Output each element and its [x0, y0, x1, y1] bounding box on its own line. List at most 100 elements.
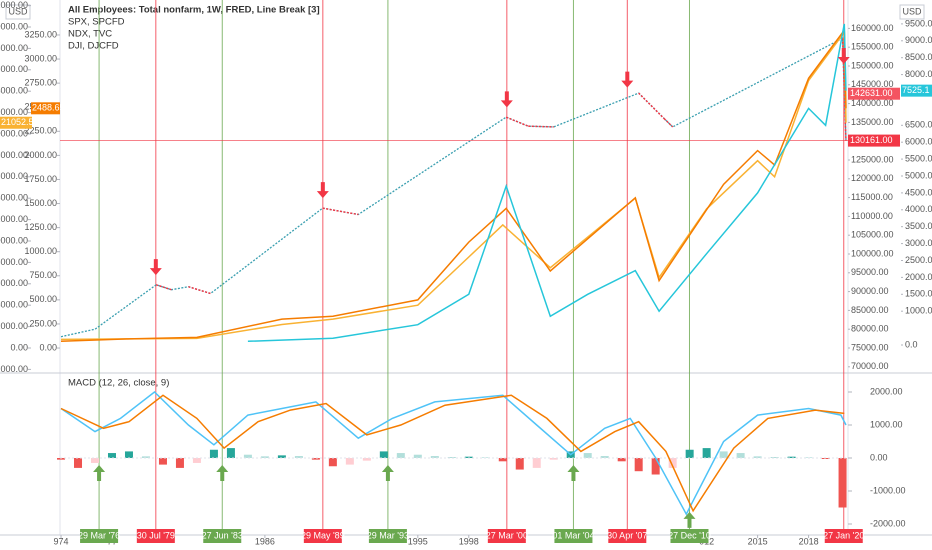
histogram-bar [787, 456, 796, 459]
y-tick-label: 1250.00 [24, 222, 57, 232]
histogram-bar [90, 458, 99, 463]
histogram-bar [515, 458, 524, 470]
price-tag-label: 142631.00 [850, 88, 893, 98]
y-tick-label: 6000.0 [905, 137, 932, 147]
falling-segment [188, 285, 211, 295]
y-tick-label: 1500.00 [24, 198, 57, 208]
y-tick-label: 10000.00 [0, 235, 28, 245]
y-tick-label: 120000.00 [851, 173, 894, 183]
x-tick-label: 2018 [799, 536, 819, 546]
histogram-bar [413, 454, 422, 459]
histogram-bar [532, 458, 541, 468]
y-tick-label: 9000.0 [905, 35, 932, 45]
y-tick-label: 155000.00 [851, 42, 894, 52]
histogram-bar [158, 458, 167, 465]
y-tick-label: 14000.00 [0, 193, 28, 203]
y-tick-label: 85000.00 [851, 305, 889, 315]
histogram-bar [464, 456, 473, 459]
y-tick-label: 20000.00 [0, 128, 28, 138]
y-tick-label: 115000.00 [851, 192, 893, 202]
currency-button[interactable] [899, 4, 925, 20]
date-tag-label: 29 Mar '93 [367, 530, 409, 540]
y-tick-label: 2750.00 [24, 78, 57, 88]
falling-segment [528, 125, 554, 128]
y-tick-label: 150000.00 [851, 60, 894, 70]
green-arrow [567, 465, 580, 481]
y-tick-label: 75000.00 [851, 342, 889, 352]
y-tick-label: 8000.0 [905, 69, 932, 79]
histogram-bar [719, 451, 728, 459]
histogram-bar [447, 457, 456, 459]
date-tag [368, 529, 407, 543]
legend-item: DJI, DJCFD [68, 41, 119, 52]
price-tag [0, 116, 32, 129]
y-tick-label: 24000.00 [0, 86, 28, 96]
y-tick-label: 26000.00 [0, 64, 28, 74]
y-tick-label: 5500.0 [905, 153, 932, 163]
currency-label: USD [902, 6, 922, 16]
histogram-bar [141, 456, 150, 459]
histogram-bar [549, 458, 558, 460]
price-tag [901, 84, 932, 97]
red-arrow [316, 182, 329, 199]
histogram-bar [345, 458, 354, 465]
date-tag-label: 29 Mar '76 [78, 530, 120, 540]
y-tick-label: 16000.00 [0, 171, 28, 181]
y-tick-label: -2000.00 [0, 364, 28, 374]
date-tag-label: 01 Mar '04 [552, 530, 594, 540]
falling-segment [663, 118, 674, 128]
price-tag-label: 21052.53 [1, 117, 39, 127]
falling-segment [638, 92, 665, 120]
y-tick-label: 1500.0 [905, 289, 932, 299]
y-tick-label: 3250.00 [24, 29, 57, 39]
date-tag-label: 30 Jul '79 [137, 530, 175, 540]
red-arrow [621, 71, 634, 88]
histogram-bar [74, 458, 83, 468]
histogram-bar [770, 457, 779, 459]
histogram-bar [379, 451, 388, 459]
y-tick-label: 1750.00 [24, 174, 57, 184]
histogram-bar [702, 448, 711, 459]
price-tag [31, 102, 60, 115]
y-tick-label: 1000.00 [870, 419, 903, 429]
series-line [247, 23, 847, 343]
y-tick-label: 80000.00 [851, 324, 889, 334]
y-tick-label: 145000.00 [851, 79, 894, 89]
x-tick-label: 1998 [459, 536, 479, 546]
y-tick-label: 0.00 [10, 342, 28, 352]
date-tag-label: 27 Dec '10 [668, 530, 711, 540]
y-tick-label: 3000.00 [24, 53, 57, 63]
y-tick-label: 140000.00 [851, 98, 894, 108]
y-tick-label: 8000.00 [0, 257, 28, 267]
currency-label: USD [8, 6, 28, 16]
y-tick-label: 22000.00 [0, 107, 28, 117]
legend-item: SPX, SPCFD [68, 17, 125, 28]
y-tick-label: 100000.00 [851, 248, 894, 258]
green-arrow [381, 465, 394, 481]
histogram-bar [328, 458, 337, 467]
y-tick-label: 2000.00 [24, 150, 57, 160]
date-tag [136, 529, 175, 543]
histogram-bar [753, 456, 762, 459]
y-tick-label: 4000.0 [905, 204, 932, 214]
price-tag [848, 134, 900, 147]
date-tag [487, 529, 526, 543]
y-tick-label: 500.00 [29, 294, 57, 304]
date-tag [303, 529, 342, 543]
histogram-bar [192, 458, 201, 463]
series-line [60, 394, 845, 513]
currency-button[interactable] [5, 4, 31, 20]
y-tick-label: 2250.00 [24, 126, 57, 136]
histogram-bar [736, 453, 745, 459]
histogram-bar [651, 458, 660, 475]
price-tag-label: 2488.65 [32, 103, 65, 113]
histogram-bar [175, 458, 184, 468]
y-tick-label: 18000.00 [0, 150, 28, 160]
y-tick-label: 6000.00 [0, 278, 28, 288]
y-tick-label: 4500.0 [905, 187, 932, 197]
date-tag [824, 529, 863, 543]
x-tick-label: 1986 [255, 536, 275, 546]
histogram-bar [600, 456, 609, 459]
histogram-bar [57, 458, 66, 460]
